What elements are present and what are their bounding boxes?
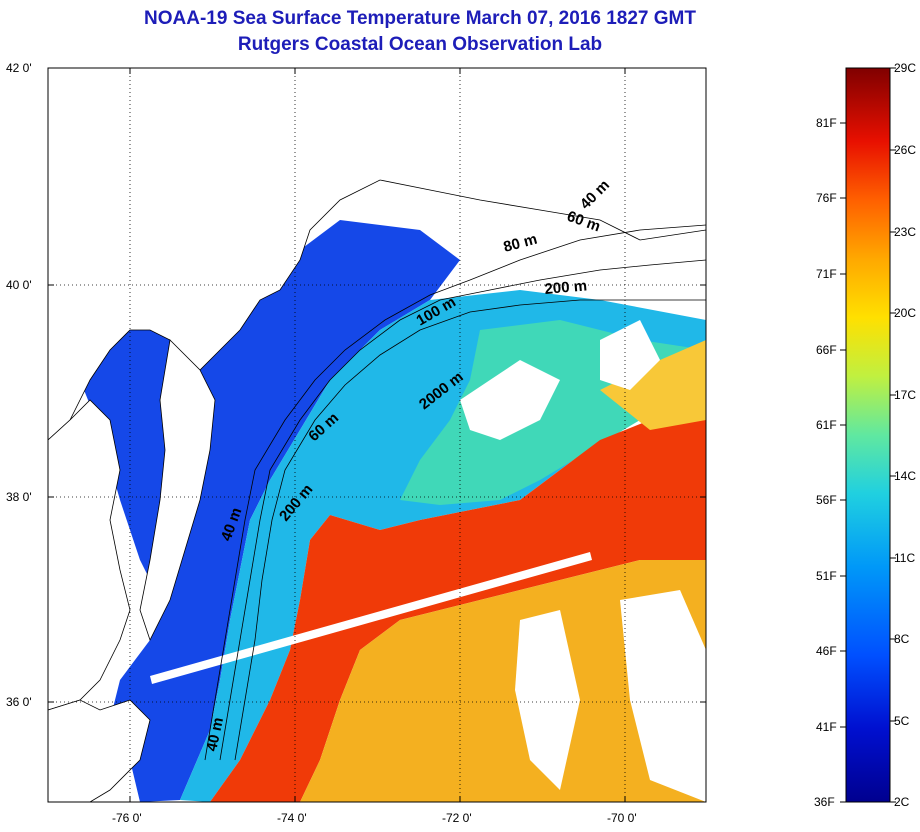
lon-label: -72 0': [442, 811, 472, 825]
colorbar-fahrenheit-label: 36F: [814, 795, 835, 809]
colorbar-celsius-label: 26C: [894, 143, 916, 157]
axis-ticks: [48, 67, 706, 802]
cloud-patch: [600, 320, 660, 390]
colorbar-fahrenheit-label: 46F: [816, 644, 837, 658]
colorbar-fahrenheit-label: 71F: [816, 267, 837, 281]
colorbar-celsius-label: 17C: [894, 388, 916, 402]
colorbar-celsius-label: 23C: [894, 225, 916, 239]
shelf-water-cold: [60, 220, 460, 802]
land-new-england: [48, 68, 706, 441]
colorbar-celsius-label: 8C: [894, 632, 910, 646]
contour-line: [234, 299, 706, 761]
contour-line: [219, 259, 706, 761]
colorbar-celsius-label: 14C: [894, 469, 916, 483]
colorbar-fahrenheit-label: 81F: [816, 116, 837, 130]
cloud-patch: [460, 360, 560, 440]
sargasso-sea: [300, 560, 706, 802]
graticule: [48, 68, 706, 802]
warm-patch-northeast: [600, 340, 706, 430]
colorbar-fahrenheit-label: 51F: [816, 569, 837, 583]
colorbar-celsius-label: 11C: [894, 551, 915, 565]
colorbar-celsius-label: 20C: [894, 306, 916, 320]
lat-label: 40 0': [6, 278, 32, 292]
map-subtitle: Rutgers Coastal Ocean Observation Lab: [237, 34, 603, 55]
contour-label: 200 m: [544, 277, 588, 298]
gulf-stream: [210, 410, 706, 802]
colorbar-fahrenheit-label: 61F: [816, 418, 837, 432]
land-north-carolina: [48, 699, 151, 802]
contour-label: 40 m: [203, 716, 227, 753]
lon-label: -70 0': [607, 811, 637, 825]
colorbar: [845, 67, 891, 803]
colorbar-celsius-label: 2C: [894, 795, 910, 809]
contour-line: [204, 224, 706, 761]
colorbar-fahrenheit-label: 66F: [816, 343, 837, 357]
lat-label: 42 0': [6, 61, 32, 75]
cloud-streak: [150, 552, 592, 684]
colorbar-celsius-label: 29C: [894, 61, 916, 75]
land-delmarva: [139, 339, 216, 642]
lon-label: -74 0': [277, 811, 307, 825]
cloud-patch: [620, 590, 706, 802]
colorbar-fahrenheit-label: 76F: [816, 191, 837, 205]
lon-label: -76 0': [112, 811, 142, 825]
map-title: NOAA-19 Sea Surface Temperature March 07…: [144, 8, 696, 29]
cloud-patch: [515, 610, 580, 790]
map-frame: [47, 67, 707, 803]
colorbar-fahrenheit-label: 41F: [816, 720, 837, 734]
colorbar-celsius-label: 5C: [894, 714, 910, 728]
colorbar-ticks: [840, 67, 896, 803]
lat-label: 38 0': [6, 490, 32, 504]
colorbar-fahrenheit-label: 56F: [816, 493, 837, 507]
lat-label: 36 0': [6, 695, 32, 709]
map-area: [48, 68, 706, 802]
